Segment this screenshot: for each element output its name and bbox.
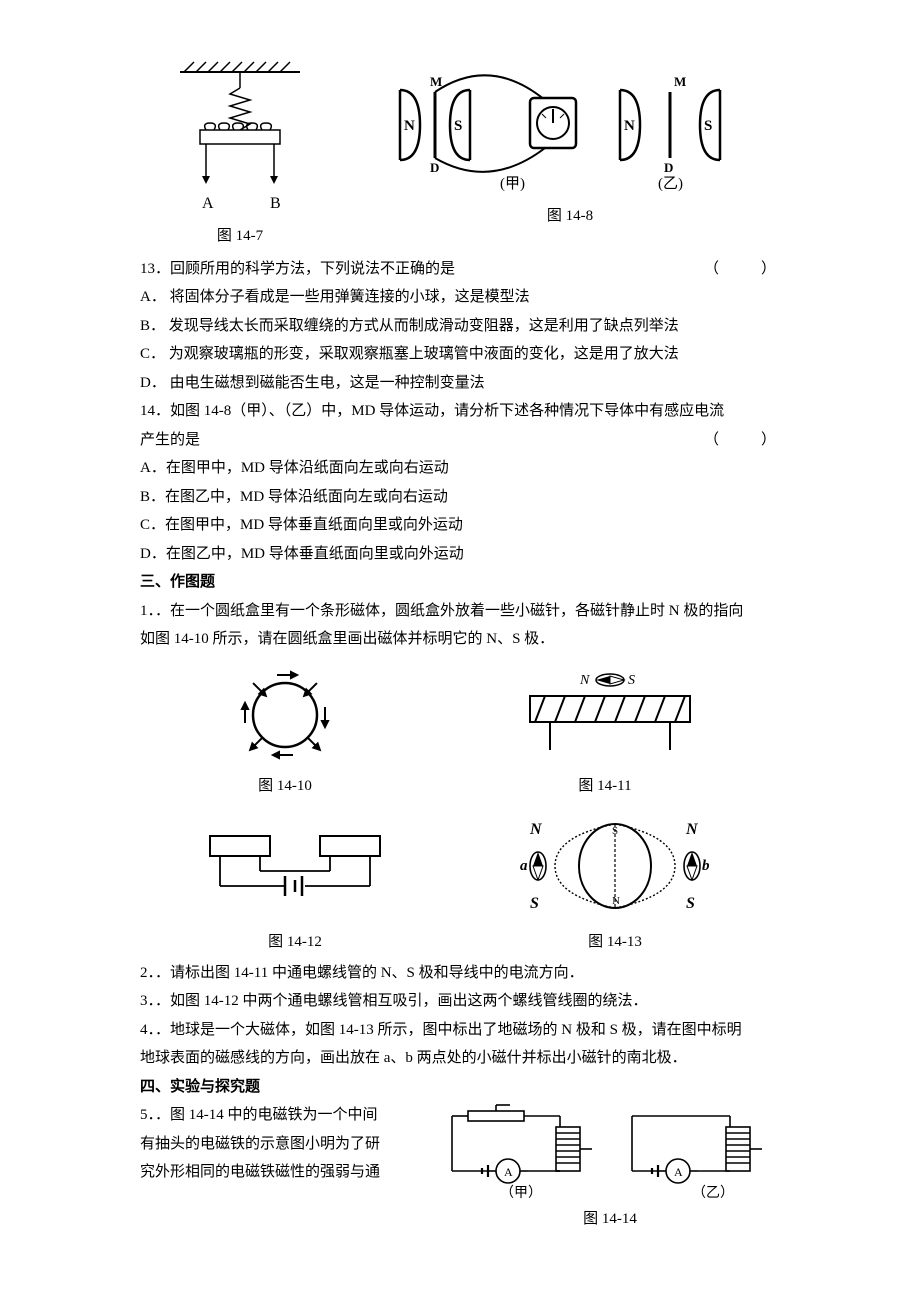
figure-row-top: A B 图 14-7 N S M D xyxy=(140,60,780,251)
fig-14-10-svg xyxy=(210,660,360,770)
fig-14-13-svg: S N a N S b N S xyxy=(500,806,730,926)
q14-stem-line2: 产生的是 （ ） xyxy=(140,426,780,455)
q13-A: A． 将固体分子看成是一些用弹簧连接的小球，这是模型法 xyxy=(140,283,780,312)
svg-text:A: A xyxy=(504,1165,513,1179)
fig-14-12-svg xyxy=(190,826,400,926)
figure-14-7: A B 图 14-7 xyxy=(170,60,310,251)
caption-14-11: 图 14-11 xyxy=(500,772,710,801)
figure-14-12: 图 14-12 xyxy=(190,826,400,957)
q14-A: A．在图甲中，MD 导体沿纸面向左或向右运动 xyxy=(140,454,780,483)
svg-text:D: D xyxy=(664,160,673,175)
svg-text:（乙）: （乙） xyxy=(692,1185,734,1201)
figure-14-8: N S M D (甲) xyxy=(390,60,750,231)
figure-row-10-11: 图 14-10 N S xyxy=(140,660,780,801)
q14-D: D．在图乙中，MD 导体垂直纸面向里或向外运动 xyxy=(140,540,780,569)
svg-text:N: N xyxy=(579,673,590,688)
svg-text:N: N xyxy=(612,895,620,907)
s3-q3: 3．．如图 14-12 中两个通电螺线管相互吸引，画出这两个螺线管线圈的绕法． xyxy=(140,987,780,1016)
q13-stem: 13．回顾所用的科学方法，下列说法不正确的是 （ ） xyxy=(140,255,780,284)
svg-text:S: S xyxy=(686,895,695,912)
s3-q1-line1: 1．．在一个圆纸盒里有一个条形磁体，圆纸盒外放着一些小磁针，各磁针静止时 N 极… xyxy=(140,597,780,626)
section3-head: 三、作图题 xyxy=(140,568,780,597)
q13-stem-text: 13．回顾所用的科学方法，下列说法不正确的是 xyxy=(140,261,455,277)
fig-14-8-svg: N S M D (甲) xyxy=(390,60,750,200)
svg-text:N: N xyxy=(685,821,699,838)
s3-q4-line2: 地球表面的磁感线的方向，画出放在 a、b 两点处的小磁什并标出小磁针的南北极． xyxy=(140,1044,780,1073)
s3-q1-line2: 如图 14-10 所示，请在圆纸盒里画出磁体并标明它的 N、S 极． xyxy=(140,625,780,654)
fig-14-14-svg: A （甲） A （乙） xyxy=(440,1103,780,1203)
s3-q4-line1: 4．．地球是一个大磁体，如图 14-13 所示，图中标出了地磁场的 N 极和 S… xyxy=(140,1016,780,1045)
caption-14-14: 图 14-14 xyxy=(440,1205,780,1234)
svg-text:N: N xyxy=(404,118,415,134)
caption-14-10: 图 14-10 xyxy=(210,772,360,801)
section4-head: 四、实验与探究题 xyxy=(140,1073,780,1102)
q13-B: B． 发现导线太长而采取缠绕的方式从而制成滑动变阻器，这是利用了缺点列举法 xyxy=(140,312,780,341)
svg-text:M: M xyxy=(430,74,442,89)
s3-q2: 2．．请标出图 14-11 中通电螺线管的 N、S 极和导线中的电流方向． xyxy=(140,959,780,988)
svg-text:S: S xyxy=(454,118,462,134)
fig-14-7-svg: A B xyxy=(170,60,310,220)
q14-C: C．在图甲中，MD 导体垂直纸面向里或向外运动 xyxy=(140,511,780,540)
fig-14-11-svg: N S xyxy=(500,670,710,770)
figure-14-14: A （甲） A （乙） 图 14 xyxy=(440,1103,780,1234)
svg-text:(乙): (乙) xyxy=(658,176,683,192)
figure-14-10: 图 14-10 xyxy=(210,660,360,801)
q13-C: C． 为观察玻璃瓶的形变，采取观察瓶塞上玻璃管中液面的变化，这是用了放大法 xyxy=(140,340,780,369)
svg-text:M: M xyxy=(674,74,686,89)
svg-text:b: b xyxy=(702,858,710,874)
figure-14-11: N S 图 14-11 xyxy=(500,670,710,801)
caption-14-12: 图 14-12 xyxy=(190,928,400,957)
caption-14-13: 图 14-13 xyxy=(500,928,730,957)
caption-14-7: 图 14-7 xyxy=(170,222,310,251)
svg-text:S: S xyxy=(530,895,539,912)
svg-text:a: a xyxy=(520,858,528,874)
label-A: A xyxy=(202,195,214,212)
figure-row-12-13: 图 14-12 S N a N S b N xyxy=(140,806,780,957)
q14-B: B．在图乙中，MD 导体沿纸面向左或向右运动 xyxy=(140,483,780,512)
q14-paren: （ ） xyxy=(704,426,780,455)
q13-D: D． 由电生磁想到磁能否生电，这是一种控制变量法 xyxy=(140,369,780,398)
svg-text:N: N xyxy=(529,821,543,838)
svg-text:A: A xyxy=(674,1165,683,1179)
svg-text:S: S xyxy=(612,825,618,837)
svg-text:S: S xyxy=(628,673,635,688)
svg-text:（甲）: （甲） xyxy=(500,1185,542,1201)
q14-stem-line1: 14．如图 14-8（甲）、（乙）中，MD 导体运动，请分析下述各种情况下导体中… xyxy=(140,397,780,426)
svg-text:N: N xyxy=(624,118,635,134)
label-B: B xyxy=(270,195,281,212)
svg-text:S: S xyxy=(704,118,712,134)
svg-text:D: D xyxy=(430,160,439,175)
q14-stem2-text: 产生的是 xyxy=(140,432,200,448)
figure-14-13: S N a N S b N S 图 14-13 xyxy=(500,806,730,957)
caption-14-8: 图 14-8 xyxy=(390,202,750,231)
q13-paren: （ ） xyxy=(704,255,780,284)
svg-text:(甲): (甲) xyxy=(500,176,525,192)
